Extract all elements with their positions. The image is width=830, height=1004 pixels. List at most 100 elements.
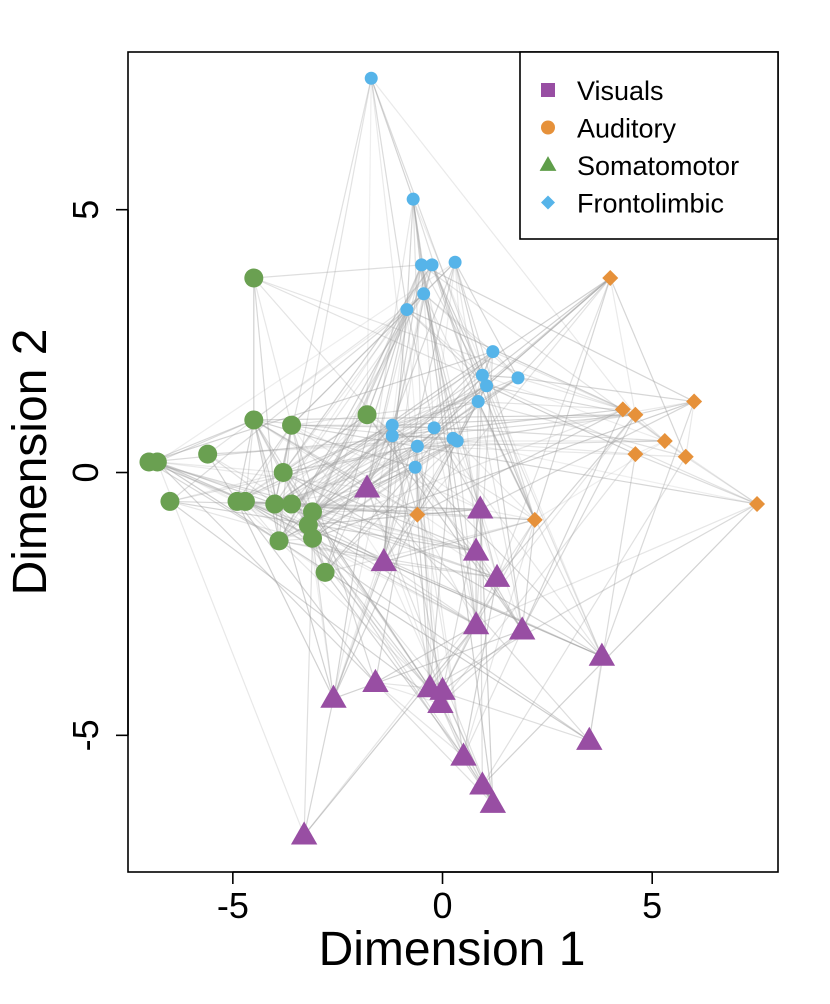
network-edge — [291, 414, 368, 505]
network-edge — [416, 446, 465, 757]
network-edge — [282, 309, 408, 473]
visuals-point — [429, 676, 456, 700]
frontolimbic-point — [400, 303, 414, 317]
network-edge — [278, 408, 624, 542]
network-edge — [416, 440, 458, 515]
network-edge — [157, 419, 255, 463]
visuals-point — [353, 474, 381, 498]
network-edge — [157, 461, 275, 505]
network-edge — [370, 78, 536, 521]
network-edge — [417, 508, 481, 516]
network-edge — [383, 561, 477, 626]
network-edge — [429, 427, 435, 689]
network-edge — [278, 540, 431, 689]
network-edge — [274, 503, 441, 705]
auditory-point — [677, 448, 694, 465]
network-edge — [433, 427, 477, 626]
visuals-point — [362, 668, 389, 693]
network-edge — [478, 400, 686, 458]
network-edge — [486, 385, 636, 416]
network-edge — [391, 264, 423, 436]
network-edge — [392, 435, 454, 439]
network-edge — [156, 461, 376, 684]
network-edge — [664, 440, 758, 505]
network-edge — [157, 461, 284, 474]
network-edge — [303, 538, 314, 836]
network-edge — [274, 351, 494, 505]
network-edge — [148, 351, 494, 463]
network-edge — [441, 624, 477, 691]
network-edge — [303, 624, 477, 836]
network-edge — [423, 293, 435, 428]
network-edge — [416, 401, 479, 515]
network-edge — [274, 293, 425, 505]
points-layer — [139, 71, 766, 845]
network-edge — [253, 277, 624, 411]
network-edge — [406, 309, 418, 447]
somatomotor-point — [147, 452, 167, 472]
network-edge — [291, 445, 418, 505]
network-edge — [370, 77, 636, 416]
network-edge — [282, 264, 433, 473]
network-edge — [383, 293, 425, 562]
network-edge — [291, 385, 487, 505]
network-edge — [324, 309, 408, 573]
network-edge — [414, 467, 442, 704]
legend-items: Visuals Auditory Somatomotor Frontolimbic — [539, 76, 739, 219]
visuals-point — [588, 642, 616, 666]
frontolimbic-point — [415, 258, 429, 272]
network-edge — [308, 524, 603, 658]
auditory-point — [749, 496, 766, 513]
network-edge — [156, 461, 305, 836]
network-edge — [312, 537, 441, 705]
network-edge — [366, 264, 423, 489]
network-edge — [312, 400, 695, 539]
network-edge — [366, 466, 416, 489]
network-edge — [324, 519, 535, 573]
network-edge — [282, 471, 603, 658]
network-edge — [462, 577, 498, 757]
network-edge — [391, 293, 425, 436]
auditory-point — [526, 511, 543, 528]
network-edge — [383, 435, 393, 562]
network-edge — [414, 467, 444, 691]
legend-label: Visuals — [577, 76, 664, 106]
frontolimbic-point — [471, 395, 485, 409]
legend-diamond-icon — [541, 195, 555, 210]
network-edge — [332, 467, 416, 699]
network-edge — [521, 519, 536, 631]
network-edge — [169, 500, 477, 552]
network-edge — [291, 427, 435, 505]
frontolimbic-point — [427, 421, 441, 435]
network-edge — [440, 629, 523, 705]
network-edge — [431, 264, 483, 376]
network-edge — [245, 500, 477, 552]
auditory-point — [614, 401, 631, 418]
network-edge — [462, 519, 536, 757]
network-edge — [312, 424, 393, 513]
network-edge — [383, 440, 458, 563]
network-edge — [429, 624, 477, 689]
network-edge — [278, 425, 293, 541]
visuals-point — [290, 821, 318, 845]
network-edge — [433, 262, 456, 428]
network-edge — [392, 427, 435, 437]
auditory-point — [627, 406, 644, 423]
network-edge — [391, 425, 431, 689]
network-edge — [253, 414, 636, 421]
network-edge — [253, 277, 293, 426]
network-edge — [416, 385, 487, 447]
somatomotor-point — [282, 494, 302, 514]
network-edge — [481, 456, 687, 786]
frontolimbic-point — [417, 287, 431, 301]
network-edge — [253, 419, 498, 579]
frontolimbic-point — [450, 434, 464, 448]
network-edge — [414, 374, 483, 468]
auditory-point — [627, 446, 644, 463]
somatomotor-point — [357, 405, 377, 425]
somatomotor-point — [282, 415, 302, 435]
network-edge — [454, 262, 536, 520]
network-edge — [291, 374, 483, 505]
network-edge — [414, 466, 603, 657]
network-edge — [456, 440, 536, 521]
